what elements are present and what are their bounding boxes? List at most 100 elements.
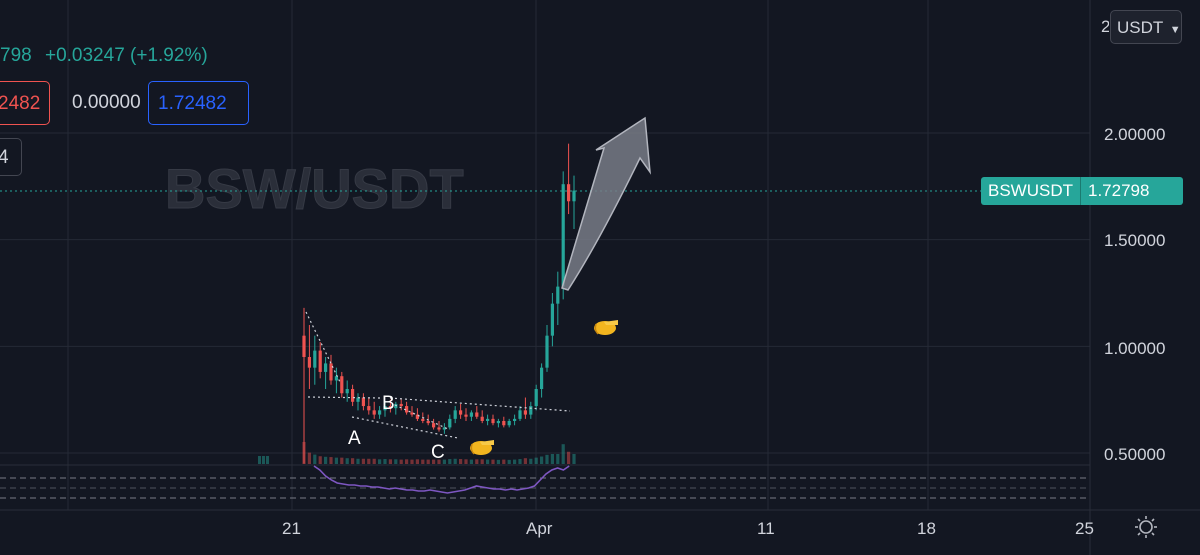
- candle-body: [550, 303, 554, 336]
- candle-body: [523, 410, 527, 415]
- legend-price: 798: [0, 45, 32, 66]
- last-price-tag: BSWUSDT 1.72798: [981, 177, 1183, 205]
- wave-label-c: C: [431, 442, 445, 463]
- volume-bar: [567, 451, 571, 464]
- candle-body: [453, 410, 457, 419]
- volume-bar: [318, 456, 322, 464]
- legend-right-value: 1.72482: [158, 93, 227, 114]
- volume-bar: [464, 459, 468, 464]
- candle-body: [388, 406, 392, 409]
- volume-bar: [507, 459, 511, 464]
- price-axis-label: 1.50000: [1104, 231, 1165, 250]
- legend-row3-box[interactable]: 4: [0, 138, 22, 176]
- candle-body: [399, 403, 403, 407]
- volume-bar: [550, 454, 554, 464]
- time-axis-label: 25: [1075, 519, 1094, 538]
- candlesticks: [302, 143, 576, 464]
- volume-bar: [540, 456, 544, 464]
- volume-bar: [442, 459, 446, 464]
- volume-bar: [258, 456, 261, 464]
- candle-body: [513, 418, 517, 421]
- candle-body: [426, 421, 430, 424]
- candle-body: [361, 397, 365, 407]
- candle-body: [383, 406, 387, 411]
- candle-body: [507, 421, 511, 426]
- candle-body: [442, 427, 446, 430]
- candle-body: [302, 335, 306, 357]
- candle-body: [345, 389, 349, 394]
- candle-body: [540, 367, 544, 389]
- candle-body: [313, 350, 317, 368]
- time-axis-label: 11: [757, 519, 775, 538]
- volume-bar: [432, 459, 436, 464]
- watermark: BSW/USDT: [165, 157, 464, 220]
- volume-bar: [307, 452, 311, 464]
- candle-body: [496, 421, 500, 424]
- volume-bar: [496, 459, 500, 464]
- volume-bar: [334, 457, 338, 464]
- volume-bar: [372, 458, 376, 464]
- rsi-line: [313, 465, 570, 494]
- volume-bar: [561, 444, 565, 464]
- legend-price-row: 798 +0.03247 (+1.92%): [0, 45, 208, 67]
- candle-body: [469, 412, 473, 417]
- volume-bar: [410, 459, 414, 464]
- time-axis-label: 21: [282, 519, 301, 538]
- legend-right-box[interactable]: 1.72482: [148, 81, 249, 125]
- volume-bar: [313, 454, 317, 464]
- price-axis-label: 2.00000: [1104, 125, 1165, 144]
- candle-body: [394, 403, 398, 409]
- volume-bar: [329, 457, 333, 464]
- wave-label-b: B: [382, 393, 395, 414]
- settings-gear-icon[interactable]: [1135, 516, 1157, 538]
- candle-body: [421, 418, 425, 421]
- candle-body: [534, 389, 538, 407]
- volume-bar: [356, 458, 360, 464]
- grid-lines: [0, 0, 1090, 510]
- volume-bar: [421, 459, 425, 464]
- volume-bar: [361, 458, 365, 464]
- volume-bar: [405, 459, 409, 464]
- candle-body: [480, 416, 484, 421]
- volume-bar: [529, 458, 533, 464]
- volume-bar: [345, 458, 349, 464]
- legend-row3-value: 4: [0, 147, 9, 168]
- volume-bar: [475, 459, 479, 464]
- rsi-pane[interactable]: [0, 464, 1090, 499]
- volume-bar: [572, 454, 576, 464]
- candle-body: [415, 414, 419, 419]
- volume-bar: [486, 459, 490, 464]
- volume-bar: [324, 456, 328, 464]
- main-pane[interactable]: [0, 0, 1090, 470]
- candle-body: [307, 357, 311, 368]
- candle-body: [329, 363, 333, 381]
- volume-bar: [266, 456, 269, 464]
- volume-bar: [480, 459, 484, 464]
- price-axis-label: 0.50000: [1104, 445, 1165, 464]
- legend-low-box[interactable]: 2482: [0, 81, 51, 125]
- volume-bar: [262, 456, 265, 464]
- currency-selector[interactable]: USDT ▼: [1110, 10, 1182, 44]
- candle-body: [518, 410, 522, 419]
- candle-body: [356, 397, 360, 402]
- volume-bar: [448, 459, 452, 464]
- volume-bars: [258, 442, 576, 464]
- volume-bar: [399, 459, 403, 464]
- candle-body: [340, 376, 344, 394]
- candle-body: [448, 418, 452, 428]
- legend-change: +0.03247 (+1.92%): [44, 45, 208, 66]
- volume-bar: [394, 459, 398, 464]
- volume-bar: [383, 459, 387, 464]
- candle-body: [410, 412, 414, 415]
- time-axis[interactable]: 21 Apr 11 18 25: [282, 519, 1094, 538]
- time-axis-label: Apr: [526, 519, 553, 538]
- volume-bar: [523, 458, 527, 464]
- candle-body: [486, 418, 490, 421]
- candle-body: [334, 376, 338, 381]
- volume-bar: [469, 459, 473, 464]
- volume-bar: [513, 459, 517, 464]
- pointing-hand-icon: [594, 320, 618, 335]
- price-tag-symbol: BSWUSDT: [981, 177, 1081, 205]
- price-axis[interactable]: 2.00000 1.50000 1.00000 0.50000: [1104, 125, 1165, 464]
